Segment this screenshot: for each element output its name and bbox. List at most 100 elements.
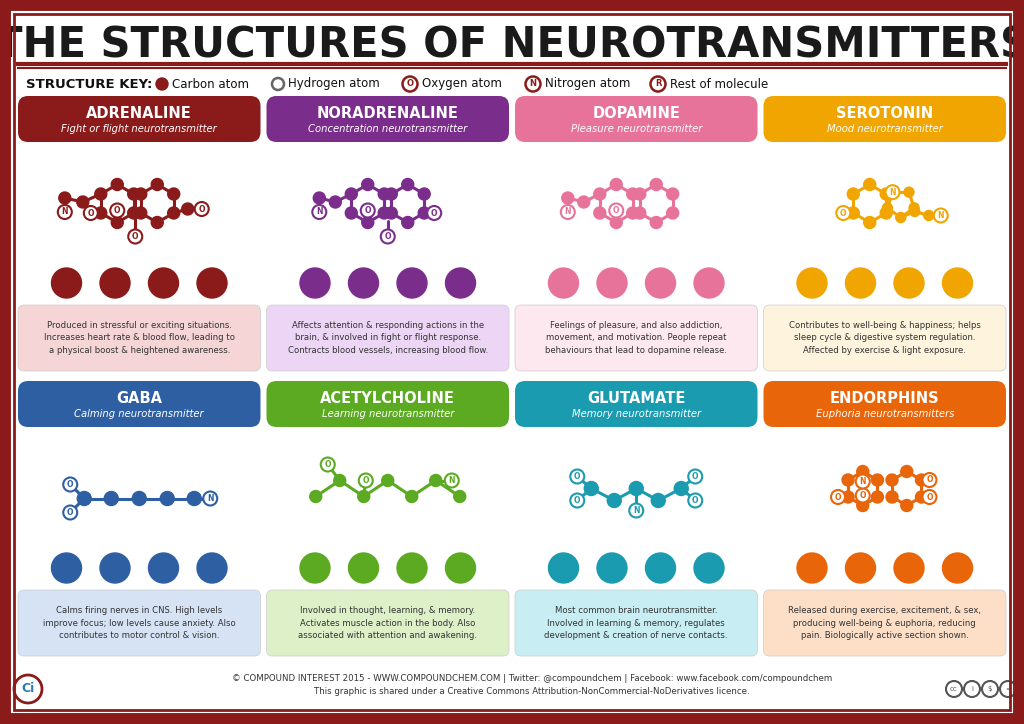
Circle shape [63, 505, 77, 520]
Circle shape [570, 494, 585, 508]
Circle shape [345, 188, 357, 200]
FancyBboxPatch shape [266, 96, 509, 142]
Circle shape [585, 481, 598, 495]
Circle shape [837, 206, 850, 220]
Circle shape [58, 192, 71, 204]
Circle shape [156, 78, 168, 90]
Circle shape [651, 494, 666, 508]
FancyBboxPatch shape [18, 590, 260, 656]
Circle shape [871, 474, 884, 486]
Circle shape [397, 553, 427, 583]
Text: © COMPOUND INTEREST 2015 - WWW.COMPOUNDCHEM.COM | Twitter: @compoundchem | Faceb: © COMPOUND INTEREST 2015 - WWW.COMPOUNDC… [231, 674, 833, 696]
Circle shape [401, 216, 414, 229]
Circle shape [942, 268, 973, 298]
Circle shape [549, 553, 579, 583]
Text: Calming neurotransmitter: Calming neurotransmitter [75, 409, 204, 419]
Text: O: O [87, 209, 94, 217]
Circle shape [901, 500, 912, 511]
Text: O: O [132, 232, 138, 241]
Text: O: O [835, 492, 842, 502]
Circle shape [181, 203, 194, 215]
Circle shape [95, 207, 106, 219]
Circle shape [187, 492, 202, 505]
Text: O: O [67, 508, 74, 517]
Text: O: O [859, 491, 866, 500]
Circle shape [313, 192, 326, 204]
Text: Released during exercise, excitement, & sex,
producing well-being & euphoria, re: Released during exercise, excitement, & … [788, 607, 981, 639]
Text: O: O [692, 496, 698, 505]
Circle shape [627, 207, 639, 219]
Circle shape [361, 179, 374, 190]
Circle shape [401, 179, 414, 190]
Circle shape [525, 77, 541, 91]
Circle shape [112, 216, 123, 229]
Text: O: O [199, 204, 205, 214]
Text: Concentration neurotransmitter: Concentration neurotransmitter [308, 124, 467, 134]
FancyBboxPatch shape [515, 96, 758, 142]
Circle shape [348, 268, 379, 298]
Circle shape [610, 216, 623, 229]
Circle shape [132, 492, 146, 505]
Circle shape [856, 474, 869, 489]
Circle shape [152, 216, 163, 229]
Circle shape [831, 490, 845, 504]
Circle shape [797, 553, 827, 583]
Text: Carbon atom: Carbon atom [172, 77, 249, 90]
Circle shape [650, 77, 666, 91]
Text: Calms firing nerves in CNS. High levels
improve focus; low levels cause anxiety.: Calms firing nerves in CNS. High levels … [43, 607, 236, 639]
Circle shape [418, 207, 430, 219]
Text: N: N [889, 188, 896, 197]
Circle shape [135, 207, 146, 219]
Circle shape [385, 188, 397, 200]
Circle shape [112, 179, 123, 190]
Circle shape [348, 553, 379, 583]
Circle shape [57, 205, 72, 219]
Circle shape [597, 553, 627, 583]
Text: O: O [574, 496, 581, 505]
Circle shape [630, 481, 643, 495]
Circle shape [901, 466, 912, 478]
Circle shape [160, 492, 174, 505]
Circle shape [168, 207, 179, 219]
Circle shape [886, 491, 898, 503]
Text: O: O [325, 460, 331, 469]
Circle shape [418, 188, 430, 200]
Circle shape [982, 681, 998, 697]
Circle shape [946, 681, 962, 697]
Circle shape [607, 494, 622, 508]
Circle shape [77, 196, 89, 208]
Circle shape [881, 207, 892, 219]
Text: Hydrogen atom: Hydrogen atom [288, 77, 380, 90]
Text: Fight or flight neurotransmitter: Fight or flight neurotransmitter [61, 124, 217, 134]
Circle shape [203, 492, 217, 505]
Circle shape [51, 268, 82, 298]
Text: Ci: Ci [22, 683, 35, 696]
Circle shape [330, 196, 341, 208]
Circle shape [871, 491, 884, 503]
Text: NORADRENALINE: NORADRENALINE [316, 106, 459, 121]
Circle shape [104, 492, 118, 505]
Circle shape [454, 490, 466, 502]
Text: GLUTAMATE: GLUTAMATE [587, 391, 685, 406]
Circle shape [923, 490, 937, 504]
Circle shape [549, 268, 579, 298]
Circle shape [570, 469, 585, 484]
FancyBboxPatch shape [18, 305, 260, 371]
Text: Affects attention & responding actions in the
brain, & involved in fight or flig: Affects attention & responding actions i… [288, 321, 487, 355]
FancyBboxPatch shape [764, 96, 1006, 142]
Circle shape [357, 490, 370, 502]
Circle shape [864, 216, 876, 229]
Circle shape [77, 492, 91, 505]
Text: O: O [613, 206, 620, 215]
Circle shape [358, 473, 373, 487]
Circle shape [909, 206, 920, 216]
Text: Pleasure neurotransmitter: Pleasure neurotransmitter [570, 124, 701, 134]
Text: O: O [927, 492, 933, 502]
Text: ACETYLCHOLINE: ACETYLCHOLINE [321, 391, 456, 406]
Circle shape [857, 466, 868, 478]
Circle shape [321, 458, 335, 471]
Circle shape [345, 207, 357, 219]
Circle shape [842, 491, 854, 503]
Circle shape [14, 675, 42, 703]
Circle shape [634, 188, 646, 200]
